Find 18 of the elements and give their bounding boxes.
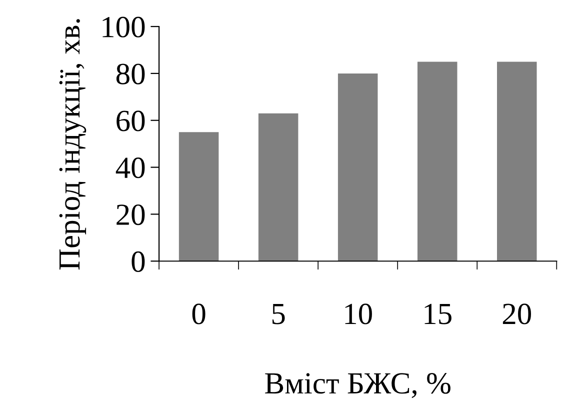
y-tick-label: 40 [116, 158, 145, 178]
x-tick-label: 5 [272, 304, 285, 324]
x-tick-label: 0 [192, 304, 206, 324]
x-tick-label: 20 [502, 304, 531, 324]
y-tick-label: 0 [132, 251, 145, 272]
bar [178, 132, 219, 262]
y-tick-label: 80 [116, 64, 145, 84]
y-tick-label: 60 [116, 110, 145, 132]
y-tick-label: 20 [116, 204, 145, 226]
bar [258, 113, 298, 262]
y-tick-label: 100 [102, 16, 145, 38]
x-axis-title: Вміст БЖС, % [265, 373, 450, 398]
x-tick-label: 15 [424, 304, 452, 324]
bar [497, 62, 537, 262]
x-tick-label: 10 [345, 304, 372, 324]
bar [338, 73, 378, 262]
y-axis-title: Період індукції, хв. [59, 19, 86, 270]
bar [417, 62, 458, 262]
